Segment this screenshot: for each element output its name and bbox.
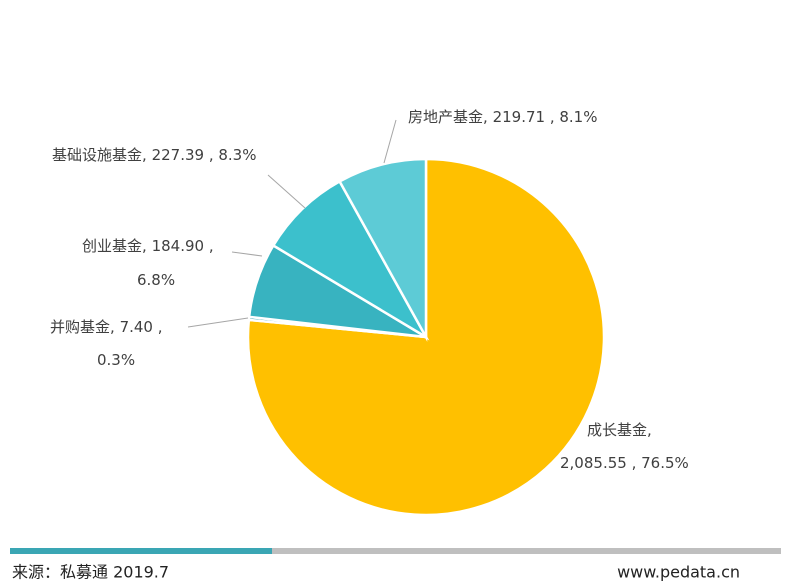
website: www.pedata.cn [617,563,740,582]
label-separator: , [204,237,214,255]
label-name: 房地产基金 [408,108,483,126]
label-value: 219.71 [493,108,546,126]
footer-bar [10,548,272,554]
footer-bar [272,548,781,554]
slice-label: 并购基金, 7.40 , [50,318,163,336]
pie-slice [337,157,428,342]
label-value: 7.40 [120,318,153,336]
label-separator: , [627,454,641,472]
label-percent: 8.3% [218,146,256,164]
label-separator: , [142,146,152,164]
label-separator: , [647,421,652,439]
label-name: 创业基金 [82,237,142,255]
slice-label: 成长基金, [587,421,652,439]
label-value: 2,085.55 [560,454,627,472]
leader-line [267,174,306,209]
leader-line [383,119,397,164]
label-name: 基础设施基金 [52,146,142,164]
slice-label: 房地产基金, 219.71 , 8.1% [408,108,597,126]
label-separator: , [153,318,163,336]
slice-label: 基础设施基金, 227.39 , 8.3% [52,146,256,164]
source: 来源：私募通 2019.7 [12,563,169,582]
label-percent: 6.8% [137,271,175,289]
slice-label: 2,085.55 , 76.5% [560,454,689,472]
leader-line [231,251,263,257]
leader-line [187,317,249,328]
pie-slice [271,179,430,341]
label-name: 成长基金 [587,421,647,439]
label-separator: , [483,108,493,126]
slice-label: 0.3% [97,351,135,369]
label-separator: , [545,108,559,126]
label-percent: 8.1% [559,108,597,126]
slice-label: 6.8% [137,271,175,289]
slice-label: 创业基金, 184.90 , [82,237,214,255]
label-separator: , [204,146,218,164]
label-value: 227.39 [152,146,205,164]
label-value: 184.90 [152,237,205,255]
label-separator: , [142,237,152,255]
label-percent: 76.5% [641,454,689,472]
label-name: 并购基金 [50,318,110,336]
label-percent: 0.3% [97,351,135,369]
label-separator: , [110,318,120,336]
